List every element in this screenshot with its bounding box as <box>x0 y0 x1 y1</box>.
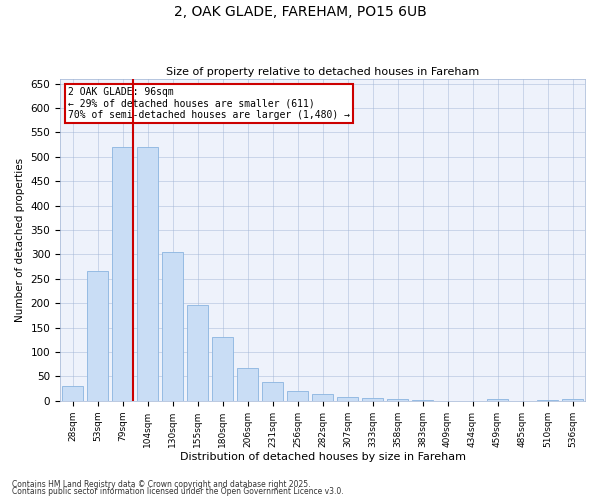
Text: Contains public sector information licensed under the Open Government Licence v3: Contains public sector information licen… <box>12 487 344 496</box>
Y-axis label: Number of detached properties: Number of detached properties <box>15 158 25 322</box>
Bar <box>112 147 133 401</box>
Bar <box>362 398 383 401</box>
X-axis label: Distribution of detached houses by size in Fareham: Distribution of detached houses by size … <box>179 452 466 462</box>
Bar <box>62 386 83 401</box>
Bar <box>212 338 233 401</box>
Bar <box>487 400 508 401</box>
Bar <box>87 272 108 401</box>
Bar <box>187 304 208 401</box>
Bar <box>237 368 258 401</box>
Bar <box>387 400 408 401</box>
Bar <box>137 147 158 401</box>
Title: Size of property relative to detached houses in Fareham: Size of property relative to detached ho… <box>166 66 479 76</box>
Bar <box>412 400 433 401</box>
Bar <box>162 252 183 401</box>
Bar <box>337 397 358 401</box>
Text: 2 OAK GLADE: 96sqm
← 29% of detached houses are smaller (611)
70% of semi-detach: 2 OAK GLADE: 96sqm ← 29% of detached hou… <box>68 86 350 120</box>
Bar <box>262 382 283 401</box>
Bar <box>562 400 583 401</box>
Text: 2, OAK GLADE, FAREHAM, PO15 6UB: 2, OAK GLADE, FAREHAM, PO15 6UB <box>173 5 427 19</box>
Bar <box>312 394 333 401</box>
Bar <box>287 391 308 401</box>
Text: Contains HM Land Registry data © Crown copyright and database right 2025.: Contains HM Land Registry data © Crown c… <box>12 480 311 489</box>
